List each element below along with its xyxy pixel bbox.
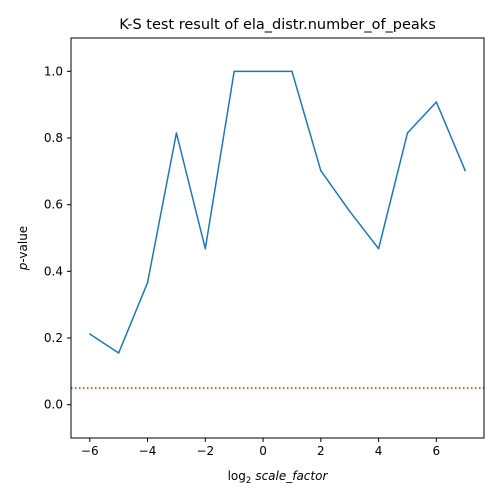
series-line xyxy=(89,70,466,354)
data-point xyxy=(146,281,149,284)
x-axis-label-prefix: log xyxy=(228,469,246,483)
data-point xyxy=(175,132,178,134)
data-point xyxy=(291,70,293,73)
x-tick-label: −4 xyxy=(139,444,157,458)
data-point xyxy=(204,247,207,250)
data-point xyxy=(377,247,380,250)
y-tick-label: 1.0 xyxy=(44,64,63,78)
x-tick-label: 4 xyxy=(375,444,383,458)
x-axis-label: log2 scale_factor xyxy=(228,469,329,486)
data-point xyxy=(233,70,235,73)
plot-area xyxy=(71,70,484,389)
y-axis-label-italic: p xyxy=(16,262,30,271)
x-tick-label: −2 xyxy=(196,444,214,458)
chart-title: K-S test result of ela_distr.number_of_p… xyxy=(119,17,436,33)
y-tick-label: 0.4 xyxy=(44,264,63,278)
x-tick-label: −6 xyxy=(81,444,99,458)
x-tick-label: 2 xyxy=(317,444,325,458)
x-axis-label-suffix: scale_factor xyxy=(255,469,328,483)
y-tick-label: 0.0 xyxy=(44,398,63,412)
data-point xyxy=(406,132,409,134)
data-point xyxy=(320,169,322,172)
plot-frame xyxy=(70,37,485,439)
y-axis-label: p-value xyxy=(16,226,30,271)
x-tick-label: 6 xyxy=(433,444,441,458)
data-point xyxy=(348,210,351,213)
y-axis-label-suffix: -value xyxy=(16,226,30,263)
data-point xyxy=(89,333,91,335)
x-tick-label: 0 xyxy=(259,444,267,458)
data-point xyxy=(464,169,466,172)
data-point xyxy=(117,352,120,354)
x-axis-label-subscript: 2 xyxy=(246,476,251,486)
y-tick-label: 0.6 xyxy=(44,198,63,212)
data-point xyxy=(262,70,264,73)
axes: −6 −4 −2 0 2 4 6 0.0 0.2 0.4 0.6 0.8 1.0 xyxy=(44,37,485,458)
y-tick-label: 0.2 xyxy=(44,331,63,345)
y-tick-label: 0.8 xyxy=(44,131,63,145)
data-point xyxy=(435,101,438,103)
